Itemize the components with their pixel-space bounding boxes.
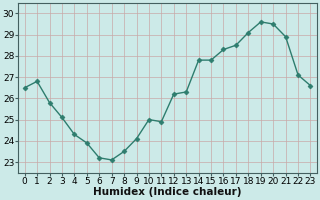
X-axis label: Humidex (Indice chaleur): Humidex (Indice chaleur) [93,187,242,197]
